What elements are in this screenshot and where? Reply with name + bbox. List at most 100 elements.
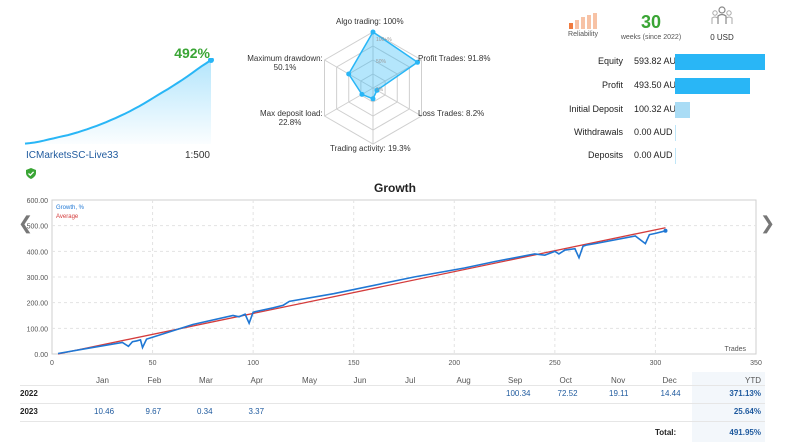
ytd-value: 371.13% (729, 389, 761, 398)
y-tick-label: 200.00 (27, 301, 49, 308)
radar-label-deposit-load-value: 22.8% (278, 118, 302, 127)
month-value[interactable]: 14.44 (660, 389, 681, 398)
average-series-line (57, 227, 666, 355)
total-label: Total: (655, 428, 677, 437)
table-header-row: Jan Feb Mar Apr May Jun Jul Aug Sep Oct Nov Dec YTD (20, 372, 765, 390)
weeks: 30 weeks (since 2022) (620, 11, 682, 41)
stat-key: Profit (601, 80, 623, 90)
month-value[interactable]: 72.52 (557, 389, 578, 398)
table-row: 2023 10.46 9.67 0.34 3.37 25.64% (20, 403, 765, 421)
sparkline-end-point (208, 58, 214, 63)
y-tick-label: 500.00 (27, 224, 49, 231)
ytd-header: YTD (745, 376, 761, 385)
reliability-label: Reliability (568, 31, 598, 38)
month-header: Jan (96, 376, 109, 385)
gain-value: 492% (174, 45, 210, 61)
month-value[interactable]: 3.37 (248, 407, 265, 416)
month-header: May (302, 376, 318, 385)
month-header: Feb (147, 376, 162, 385)
table-row: 2022 100.34 72.52 19.11 14.44 371.13% (20, 385, 765, 403)
radar-ring-label: 50% (376, 59, 387, 65)
stat-bar (675, 125, 676, 141)
month-value[interactable]: 0.34 (197, 407, 213, 416)
chevron-right-icon[interactable]: ❯ (760, 213, 776, 233)
radar-point (346, 71, 352, 77)
month-value[interactable]: 9.67 (145, 407, 162, 416)
weeks-value: 30 (640, 12, 662, 32)
radar-label-drawdown-title: Maximum drawdown: (247, 54, 323, 63)
x-tick-label: 350 (750, 360, 762, 366)
radar-web: 100+% 50% 0% (324, 29, 422, 145)
month-header: Mar (199, 376, 213, 385)
x-tick-label: 250 (549, 360, 561, 366)
month-header: Oct (559, 376, 572, 385)
x-axis-label: Trades (724, 346, 746, 353)
subscribers-value: 0 USD (710, 33, 734, 42)
stat-key: Withdrawals (573, 127, 623, 137)
stat-value: 0.00 AUD (634, 127, 673, 137)
month-header: Apr (250, 376, 263, 385)
stat-initial-deposit: Initial Deposit 100.32 AUD (530, 100, 770, 120)
x-tick-label: 50 (149, 360, 157, 366)
stat-equity: Equity 593.82 AUD (530, 52, 770, 72)
radar-chart: 100+% 50% 0% Algo trading: 100% Profit Tra… (230, 10, 520, 160)
plot-area (51, 199, 757, 355)
radar-point (374, 87, 380, 93)
chevron-left-icon[interactable]: ❮ (18, 213, 34, 233)
reliability-bar (593, 13, 597, 29)
stat-value: 593.82 AUD (634, 56, 683, 66)
y-tick-label: 400.00 (27, 249, 49, 256)
radar-label-deposit-load-title: Max deposit load: (260, 109, 323, 118)
radar-point (370, 29, 376, 35)
x-tick-label: 200 (448, 360, 460, 366)
weeks-label: weeks (since 2022) (620, 34, 682, 41)
growth-chart: 0.00 100.00 200.00 300.00 400.00 500.00 600.00… (27, 198, 762, 366)
month-header: Jul (405, 376, 416, 385)
x-tick-label: 0 (50, 360, 54, 366)
stat-key: Equity (597, 56, 623, 66)
stat-value: 0.00 AUD (634, 150, 673, 160)
stat-bar (675, 54, 765, 70)
month-header: Aug (456, 376, 471, 385)
year-label: 2023 (20, 407, 38, 416)
total-value: 491.95% (729, 428, 761, 437)
reliability-bar (581, 17, 585, 29)
account-link[interactable]: ICMarketsSC-Live33 (26, 150, 119, 179)
leverage: 1:500 (184, 150, 210, 161)
growth-end-point (663, 228, 668, 233)
y-tick-label: 100.00 (27, 326, 49, 333)
radar-label-deposit-load: Max deposit load: 22.8% (260, 109, 323, 127)
month-value[interactable]: 10.46 (94, 407, 115, 416)
stat-value: 100.32 AUD (634, 104, 683, 114)
y-tick-label: 600.00 (27, 198, 49, 205)
radar-label-profit-trades: Profit Trades: 91.8% (418, 54, 491, 63)
growth-title: Growth (374, 181, 416, 195)
x-tick-label: 300 (650, 360, 662, 366)
stat-deposits: Deposits 0.00 AUD (530, 146, 770, 166)
year-label: 2022 (20, 389, 38, 398)
divider (20, 385, 765, 386)
ytd-column (692, 372, 765, 442)
radar-ring-label: 100+% (376, 37, 392, 43)
stat-profit: Profit 493.50 AUD (530, 76, 770, 96)
reliability: Reliability (563, 13, 603, 38)
table-total-row: Total: 491.95% (20, 424, 765, 442)
account-server: ICMarketsSC-Live33 (26, 150, 119, 161)
sparkline-area (25, 60, 211, 144)
month-header: Nov (611, 376, 626, 385)
month-header: Dec (662, 376, 677, 385)
radar-point (359, 91, 365, 97)
y-tick-label: 300.00 (27, 275, 49, 282)
divider (20, 403, 765, 404)
legend-entry: Average (56, 214, 79, 220)
gain-card: 492% ICMarketsSC-Live33 1:500 (22, 40, 214, 179)
radar-point (415, 59, 421, 65)
x-tick-label: 100 (247, 360, 259, 366)
sparkline-line (24, 59, 212, 145)
reliability-bar (587, 15, 591, 29)
month-header: Sep (508, 376, 523, 385)
month-value[interactable]: 100.34 (506, 389, 531, 398)
month-value[interactable]: 19.11 (609, 389, 629, 398)
stat-key: Initial Deposit (568, 104, 623, 114)
month-header: Jun (353, 376, 367, 385)
